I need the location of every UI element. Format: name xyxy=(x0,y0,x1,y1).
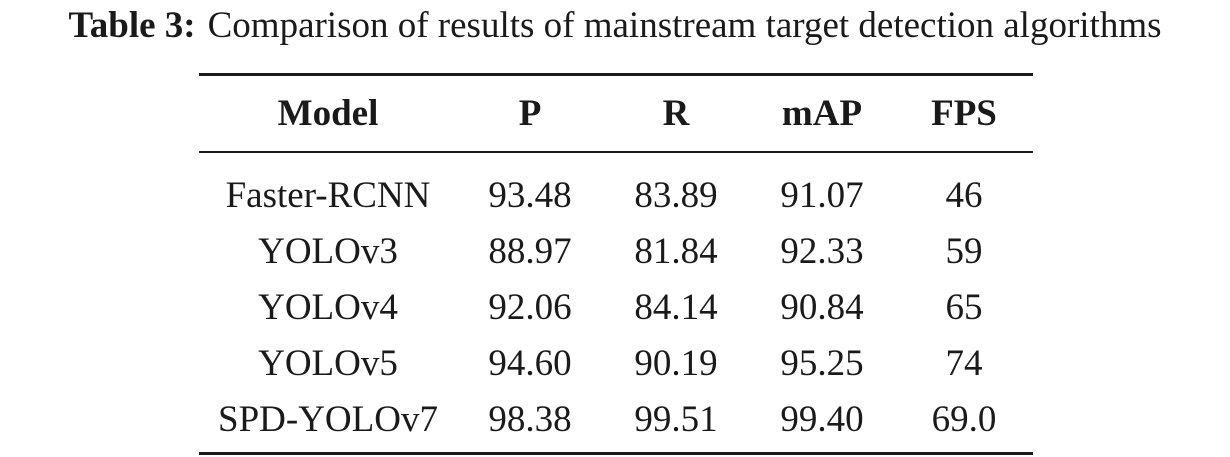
cell-p: 88.97 xyxy=(488,230,572,272)
table-number: Table 3: xyxy=(68,5,196,46)
table-caption: Table 3: Comparison of results of mainstr… xyxy=(0,4,1230,48)
table-row: SPD-YOLOv7 98.38 99.51 99.40 69.0 xyxy=(199,391,1033,447)
header-r: R xyxy=(662,93,690,134)
cell-model: Faster-RCNN xyxy=(225,174,431,216)
cell-fps: 65 xyxy=(945,286,983,328)
cell-map: 91.07 xyxy=(780,174,864,216)
cell-r: 81.84 xyxy=(634,230,718,272)
cell-model: YOLOv3 xyxy=(258,230,398,272)
cell-fps: 74 xyxy=(945,342,983,384)
cell-p: 92.06 xyxy=(488,286,572,328)
table-row: Faster-RCNN 93.48 83.89 91.07 46 xyxy=(199,151,1033,223)
cell-fps: 46 xyxy=(945,174,983,216)
cell-model: SPD-YOLOv7 xyxy=(218,398,438,440)
header-row: Model P R mAP FPS xyxy=(199,76,1033,151)
header-map: mAP xyxy=(781,93,863,134)
bottom-rule xyxy=(199,452,1033,455)
cell-model: YOLOv4 xyxy=(258,286,398,328)
cell-r: 90.19 xyxy=(634,342,718,384)
cell-map: 90.84 xyxy=(780,286,864,328)
cell-map: 92.33 xyxy=(780,230,864,272)
header-p: P xyxy=(518,93,542,134)
cell-map: 95.25 xyxy=(780,342,864,384)
cell-model: YOLOv5 xyxy=(258,342,398,384)
cell-r: 83.89 xyxy=(634,174,718,216)
header-fps: FPS xyxy=(931,93,997,134)
cell-map: 99.40 xyxy=(780,398,864,440)
table-row: YOLOv5 94.60 90.19 95.25 74 xyxy=(199,335,1033,391)
header-rule xyxy=(199,151,1033,153)
cell-r: 84.14 xyxy=(634,286,718,328)
top-rule xyxy=(199,73,1033,76)
results-table: Model P R mAP FPS Faster-RCNN 93.48 83.8… xyxy=(199,76,1033,447)
cell-r: 99.51 xyxy=(634,398,718,440)
cell-fps: 69.0 xyxy=(931,398,997,440)
table-title: Comparison of results of mainstream targ… xyxy=(207,5,1162,46)
header-model: Model xyxy=(277,93,379,134)
table-row: YOLOv4 92.06 84.14 90.84 65 xyxy=(199,279,1033,335)
cell-fps: 59 xyxy=(945,230,983,272)
cell-p: 94.60 xyxy=(488,342,572,384)
cell-p: 93.48 xyxy=(488,174,572,216)
table-row: YOLOv3 88.97 81.84 92.33 59 xyxy=(199,223,1033,279)
cell-p: 98.38 xyxy=(488,398,572,440)
